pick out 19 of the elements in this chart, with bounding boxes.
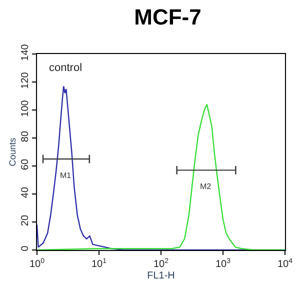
y-tick-label: 120 [20, 72, 31, 89]
x-tick-label: 10$^{4}$ [277, 258, 293, 270]
y-tick-label: 100 [20, 100, 31, 117]
annotation: M2 [200, 182, 212, 191]
x-tick-label: 10$^{3}$ [215, 258, 231, 270]
y-tick-label: 40 [20, 186, 31, 198]
y-tick-label: 20 [20, 214, 31, 226]
y-tick-label: 140 [20, 44, 31, 61]
y-axis-title: Counts [7, 137, 18, 166]
annotation: M1 [60, 171, 72, 180]
y-tick-label: 60 [20, 158, 31, 170]
x-tick-label: 10$^{2}$ [153, 258, 169, 270]
chart-title: MCF-7 [134, 4, 202, 30]
x-axis-title: FL1-H [147, 270, 175, 282]
y-tick-label: 80 [20, 130, 31, 142]
annotation: control [49, 62, 82, 74]
y-tick-label: 0 [20, 245, 31, 252]
x-tick-label: 10$^{1}$ [91, 258, 107, 270]
x-tick-label: 10$^{0}$ [29, 258, 45, 270]
